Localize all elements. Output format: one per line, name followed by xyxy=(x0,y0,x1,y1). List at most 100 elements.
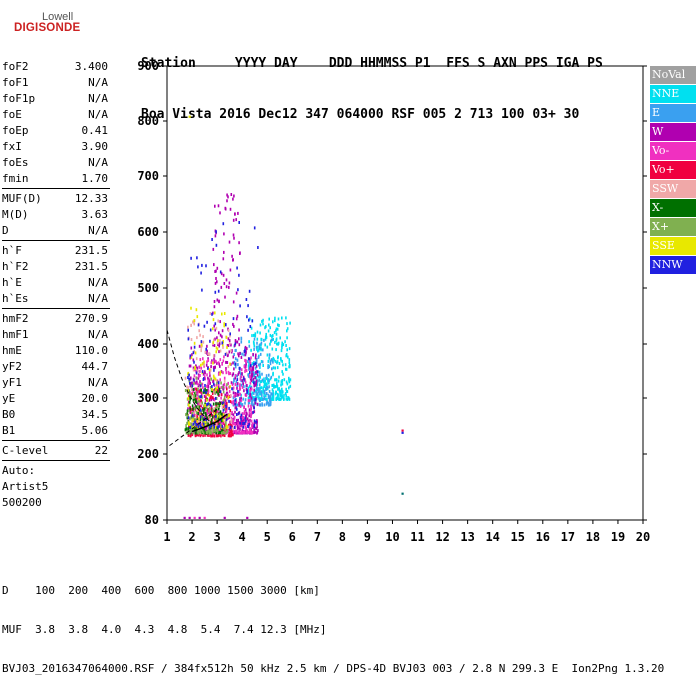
echo-point xyxy=(228,389,231,393)
echo-point xyxy=(217,381,220,385)
echo-point xyxy=(219,270,222,274)
echo-point xyxy=(186,412,188,416)
echo-point xyxy=(246,389,248,393)
echo-point xyxy=(228,350,231,354)
echo-point xyxy=(259,331,261,335)
echo-point xyxy=(259,365,261,369)
echo-point xyxy=(249,374,251,378)
echo-point xyxy=(272,337,274,341)
echo-point xyxy=(234,212,236,216)
echo-point xyxy=(200,271,202,275)
echo-point xyxy=(234,376,236,380)
echo-point xyxy=(205,392,208,396)
echo-point xyxy=(259,352,262,356)
echo-point xyxy=(248,431,250,435)
echo-point xyxy=(233,194,235,198)
echo-point xyxy=(256,430,259,434)
echo-point xyxy=(187,433,190,437)
echo-point xyxy=(235,421,238,425)
echo-point xyxy=(208,416,211,420)
echo-point xyxy=(232,386,235,390)
echo-point xyxy=(218,390,221,394)
echo-point xyxy=(185,424,187,428)
echo-point xyxy=(196,256,198,260)
echo-point xyxy=(238,328,240,332)
echo-point xyxy=(199,418,202,422)
echo-point xyxy=(217,385,220,389)
param-row: foF1 N/A xyxy=(2,75,110,91)
legend-item: E xyxy=(650,104,696,122)
echo-point xyxy=(207,366,209,370)
echo-point xyxy=(280,380,283,384)
echo-point xyxy=(277,317,280,321)
echo-point xyxy=(214,416,217,420)
echo-point xyxy=(225,421,227,425)
echo-point xyxy=(245,362,247,366)
param-value: N/A xyxy=(88,292,108,305)
param-value: 270.9 xyxy=(74,312,108,325)
echo-point xyxy=(287,355,289,359)
echo-point xyxy=(194,351,197,355)
echo-point xyxy=(249,361,252,365)
echo-point xyxy=(255,361,258,365)
echo-point xyxy=(274,316,276,320)
echo-point xyxy=(199,434,202,438)
echo-point xyxy=(259,387,261,390)
echo-point xyxy=(249,364,252,368)
echo-point xyxy=(188,364,191,368)
echo-point xyxy=(215,390,218,394)
echo-point xyxy=(199,422,201,426)
echo-point xyxy=(221,341,224,345)
echo-point xyxy=(220,285,223,289)
echo-point xyxy=(209,385,212,389)
echo-point xyxy=(223,416,225,420)
echo-point xyxy=(209,374,211,378)
echo-point xyxy=(206,433,209,437)
echo-point xyxy=(204,384,206,387)
echo-point xyxy=(252,353,254,356)
echo-point xyxy=(205,391,207,395)
echo-point xyxy=(232,399,235,403)
echo-point xyxy=(242,382,244,386)
echo-point xyxy=(198,399,200,403)
legend-item: NoVal xyxy=(650,66,696,84)
x-tick-label: 17 xyxy=(561,530,575,544)
echo-point xyxy=(243,389,245,393)
echo-point xyxy=(257,379,259,383)
echo-point xyxy=(255,353,257,357)
echo-point xyxy=(250,408,252,412)
echo-point xyxy=(216,417,218,421)
echo-point xyxy=(227,423,230,427)
echo-point xyxy=(204,399,207,403)
echo-point xyxy=(275,327,278,331)
echo-point xyxy=(216,412,218,416)
echo-point xyxy=(222,418,225,422)
echo-point xyxy=(200,343,203,347)
echo-point xyxy=(228,342,231,346)
echo-point xyxy=(208,431,211,435)
echo-point xyxy=(286,329,288,333)
echo-point xyxy=(237,393,240,397)
echo-point xyxy=(231,254,233,258)
echo-point xyxy=(208,368,211,372)
echo-point xyxy=(276,360,279,364)
echo-point xyxy=(231,373,234,377)
echo-point xyxy=(260,391,263,395)
param-label: h`F xyxy=(2,244,22,257)
echo-point xyxy=(219,358,222,362)
echo-point xyxy=(201,416,203,420)
echo-point xyxy=(217,361,220,365)
x-tick-label: 13 xyxy=(460,530,474,544)
echo-point xyxy=(218,331,220,335)
echo-point xyxy=(205,363,208,367)
echo-point xyxy=(261,396,263,400)
echo-point xyxy=(263,385,265,388)
param-value: 231.5 xyxy=(74,244,108,257)
echo-point xyxy=(202,408,204,412)
echo-point xyxy=(239,415,242,419)
x-tick-label: 15 xyxy=(511,530,525,544)
echo-point xyxy=(189,429,191,432)
echo-point xyxy=(204,431,206,435)
echo-point xyxy=(216,386,218,390)
echo-point xyxy=(254,376,256,379)
